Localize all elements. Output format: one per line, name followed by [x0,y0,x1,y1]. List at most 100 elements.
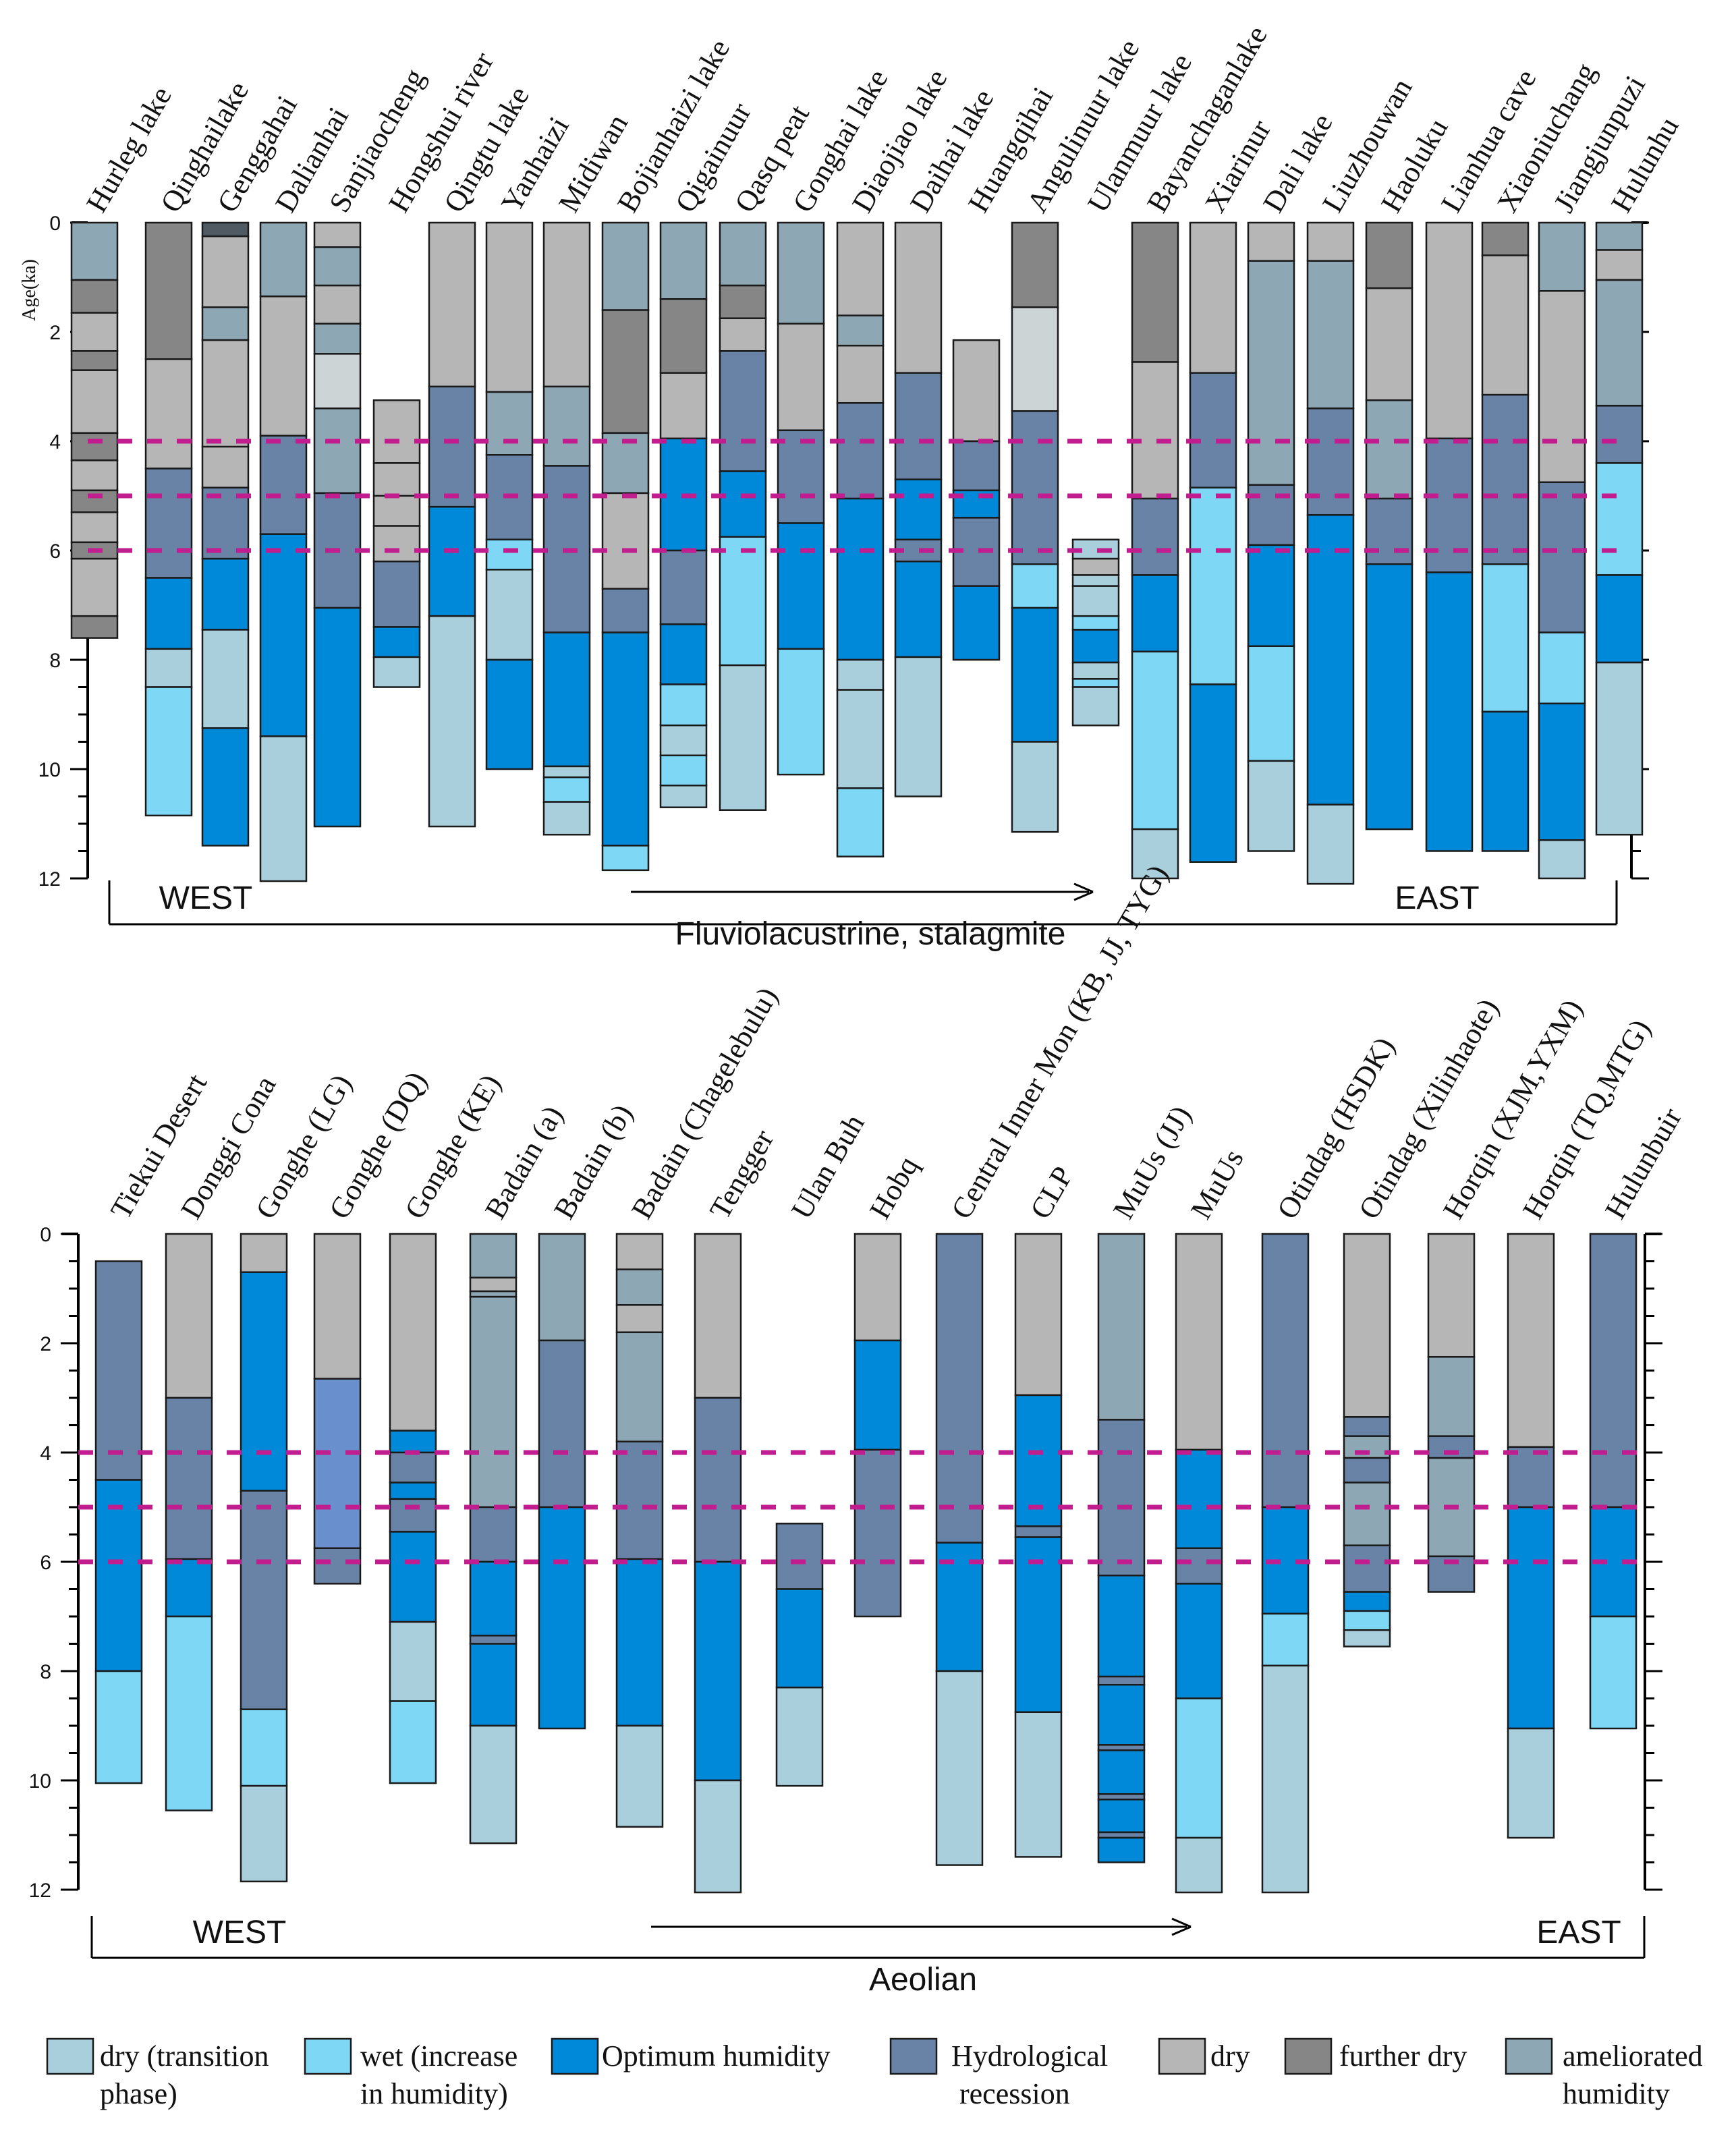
layer-wt [1538,631,1586,705]
layer-dr [1014,1233,1063,1397]
layer-wt [1261,1612,1310,1667]
layer-dr [389,1233,437,1432]
layer-wt [601,845,650,872]
legend-label: Optimum humidity [602,2039,831,2073]
layer-dt [1011,741,1059,833]
y-tick-label: 10 [29,1770,51,1793]
layer-dt [485,569,534,661]
layer-op [1306,514,1355,806]
layer-am [777,221,825,325]
legend-swatch [1158,2037,1206,2075]
layer-wt [165,1615,213,1811]
layer-dr [853,1233,902,1342]
layer-am [469,1295,517,1509]
layer-fd [1365,221,1413,289]
layer-op [1425,571,1474,852]
site-column [1175,1233,1223,1894]
layer-op [144,577,193,650]
layer-dt [1071,686,1120,727]
layer-hr [259,434,308,535]
legend-label: dry [1210,2039,1250,2073]
layer-dt [542,801,591,836]
site-column [1427,1233,1476,1593]
layer-hr [1589,1233,1637,1509]
site-column [144,221,193,817]
layer-op [372,626,421,658]
y-tick-label: 6 [49,540,61,563]
layer-dr [70,369,119,434]
layer-dd [201,221,250,237]
layer-dr [259,295,308,437]
layer-wt [777,648,825,776]
layer-op [389,1430,437,1454]
layer-dr [952,339,1001,443]
layer-op [165,1558,213,1618]
layer-op [1175,1583,1223,1699]
site-column [1097,1233,1146,1863]
site-column [469,1233,517,1844]
west-label: WEST [193,1915,287,1950]
layer-op [1071,629,1120,664]
layer-wt [836,787,885,857]
layer-dt [144,648,193,688]
y-tick-label: 2 [40,1333,51,1355]
layer-dt [694,1779,742,1894]
layer-am [1306,260,1355,410]
layer-am [469,1233,517,1279]
layer-op [1097,1749,1146,1795]
legend-item-am: ameliorated humidity [1505,2037,1703,2110]
site-column [1131,221,1179,880]
layer-dr [1427,1233,1476,1358]
legend-label: humidity [1563,2077,1670,2110]
layer-op [1365,563,1413,830]
layer-op [775,1588,824,1689]
layer-dr [1481,254,1530,396]
y-tick-label: 8 [49,650,61,672]
layer-dr [836,345,885,404]
layer-wt [94,1670,143,1784]
y-tick-label: 2 [49,322,61,344]
y-tick-label: 4 [49,431,61,453]
site-column [1306,221,1355,885]
layer-dt [469,1724,517,1844]
layer-dt [1595,661,1644,836]
site-column [485,221,534,770]
layer-wt [1011,563,1059,609]
layer-fd [719,284,767,319]
layer-op [601,631,650,847]
layer-am [1365,399,1413,500]
site-column [659,221,708,808]
layer-op [952,585,1001,661]
layer-dr [719,317,767,352]
layer-fd [144,221,193,360]
layer-fd [70,279,119,314]
site-column [313,221,362,828]
layer-am [313,246,362,287]
layer-dt [894,656,943,797]
layer-dt [775,1687,824,1787]
layer-dr [428,221,476,388]
site-column [259,221,308,882]
layer-dr [1507,1233,1555,1448]
layer-dr [165,1233,213,1399]
layer-dt [1306,804,1355,885]
layer-hr [389,1451,437,1484]
layer-op [469,1560,517,1637]
legend-item-op: Optimum humidity [551,2037,831,2075]
site-column [313,1233,362,1585]
site-column [372,399,421,688]
layer-hr [428,385,476,508]
layer-hr [1343,1457,1391,1484]
layer-am [1343,1482,1391,1546]
layer-op [259,533,308,737]
layer-am [615,1268,664,1306]
site-column [694,1233,742,1894]
site-column [165,1233,213,1811]
layer-hr [1097,1419,1146,1577]
site-column [1481,221,1530,852]
layer-op [94,1479,143,1672]
legend-item-fd: further dry [1284,2037,1467,2075]
layer-am [1595,221,1644,251]
legend-swatch [1505,2037,1553,2075]
layer-dr [659,372,708,440]
